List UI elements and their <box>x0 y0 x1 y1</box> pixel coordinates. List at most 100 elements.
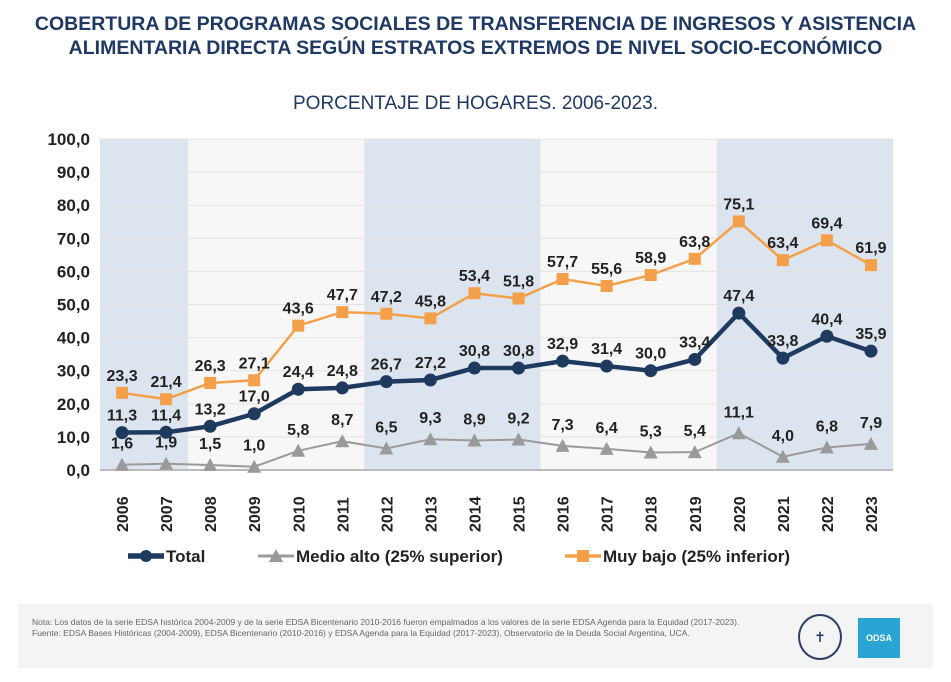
legend-marker <box>269 549 283 562</box>
x-tick-label: 2014 <box>467 496 484 532</box>
data-point <box>775 449 790 463</box>
x-tick-label: 2018 <box>644 496 661 532</box>
data-point <box>556 273 569 286</box>
data-point <box>467 433 482 447</box>
data-label: 4,0 <box>772 428 794 445</box>
data-label: 8,7 <box>331 412 353 429</box>
data-label: 1,6 <box>111 436 133 453</box>
data-point <box>115 426 129 440</box>
data-label: 26,7 <box>371 357 402 374</box>
x-tick-label: 2013 <box>423 496 440 532</box>
data-label: 5,4 <box>684 423 706 440</box>
series-line-1 <box>122 432 872 468</box>
data-label: 1,5 <box>199 436 221 453</box>
chart-subtitle: PORCENTAJE DE HOGARES. 2006-2023. <box>293 93 658 114</box>
data-point <box>556 354 570 368</box>
data-point <box>688 252 701 265</box>
data-point <box>599 441 614 455</box>
data-label: 23,3 <box>106 368 137 385</box>
legend-marker <box>577 550 589 562</box>
data-point <box>159 425 173 439</box>
x-tick-label: 2023 <box>864 496 881 532</box>
data-point <box>379 375 393 389</box>
data-label: 32,9 <box>547 336 578 353</box>
data-point <box>555 438 570 452</box>
data-point <box>600 279 613 292</box>
data-label: 5,3 <box>640 423 662 440</box>
data-label: 33,4 <box>679 334 710 351</box>
data-label: 61,9 <box>855 240 886 257</box>
data-label: 13,2 <box>195 401 226 418</box>
data-point <box>291 443 306 457</box>
y-tick-label: 100,0 <box>47 130 90 149</box>
data-label: 5,8 <box>287 422 309 439</box>
data-point <box>864 259 877 272</box>
x-tick-label: 2008 <box>203 496 220 532</box>
data-point <box>204 376 217 389</box>
data-point <box>336 306 349 319</box>
x-tick-label: 2016 <box>556 496 573 532</box>
data-point <box>644 364 658 378</box>
data-point <box>732 306 746 320</box>
source-text: Fuente: EDSA Bases Históricas (2004-2009… <box>32 628 690 638</box>
y-tick-label: 20,0 <box>57 395 90 414</box>
data-point <box>423 373 437 387</box>
data-label: 6,5 <box>375 419 397 436</box>
data-point <box>423 432 438 446</box>
data-point <box>644 269 657 282</box>
data-point <box>115 457 130 471</box>
y-tick-label: 60,0 <box>57 262 90 281</box>
data-label: 40,4 <box>811 311 842 328</box>
data-label: 7,9 <box>860 415 882 432</box>
data-point <box>820 234 833 247</box>
x-tick-label: 2010 <box>291 496 308 532</box>
data-label: 57,7 <box>547 254 578 271</box>
data-label: 17,0 <box>239 389 270 406</box>
x-tick-label: 2019 <box>688 496 705 532</box>
data-label: 21,4 <box>151 374 182 391</box>
data-label: 9,2 <box>507 411 529 428</box>
y-tick-label: 40,0 <box>57 329 90 348</box>
data-label: 11,4 <box>151 407 181 424</box>
data-point <box>819 440 834 454</box>
data-point <box>864 344 878 358</box>
x-tick-label: 2015 <box>512 496 529 532</box>
uca-seal-icon: ✝ <box>798 614 842 660</box>
data-point <box>247 459 262 473</box>
data-point <box>820 329 834 343</box>
data-label: 45,8 <box>415 293 446 310</box>
data-label: 30,8 <box>503 343 534 360</box>
legend-label: Muy bajo (25% inferior) <box>603 547 790 566</box>
data-point <box>335 434 350 448</box>
data-label: 55,6 <box>591 261 622 278</box>
data-label: 1,0 <box>243 438 265 455</box>
x-tick-label: 2009 <box>247 496 264 532</box>
y-tick-label: 80,0 <box>57 196 90 215</box>
data-point <box>512 292 525 305</box>
data-label: 27,1 <box>239 355 270 372</box>
data-point <box>248 374 261 387</box>
data-label: 9,3 <box>419 410 441 427</box>
data-label: 43,6 <box>283 301 314 318</box>
data-label: 69,4 <box>811 215 842 232</box>
y-tick-label: 50,0 <box>57 296 90 315</box>
y-tick-label: 0,0 <box>66 461 90 480</box>
data-point <box>600 359 614 373</box>
data-point <box>731 426 746 440</box>
data-point <box>643 445 658 459</box>
line-chart: 0,0 10,0 20,0 30,0 40,0 50,0 60,0 70,0 80,0 90,0 1… <box>47 130 893 566</box>
y-tick-label: 70,0 <box>57 229 90 248</box>
data-label: 51,8 <box>503 274 534 291</box>
data-point <box>468 287 481 300</box>
data-point <box>776 351 790 365</box>
y-tick-label: 10,0 <box>57 428 90 447</box>
data-label: 30,8 <box>459 343 490 360</box>
data-point <box>160 393 173 406</box>
data-label: 33,8 <box>767 333 798 350</box>
x-tick-label: 2011 <box>335 497 352 532</box>
data-label: 7,3 <box>551 417 573 434</box>
x-tick-label: 2006 <box>115 496 132 532</box>
data-point <box>335 381 349 395</box>
data-label: 11,1 <box>724 404 754 421</box>
footer-note: Nota: Los datos de la serie EDSA históri… <box>32 617 802 639</box>
